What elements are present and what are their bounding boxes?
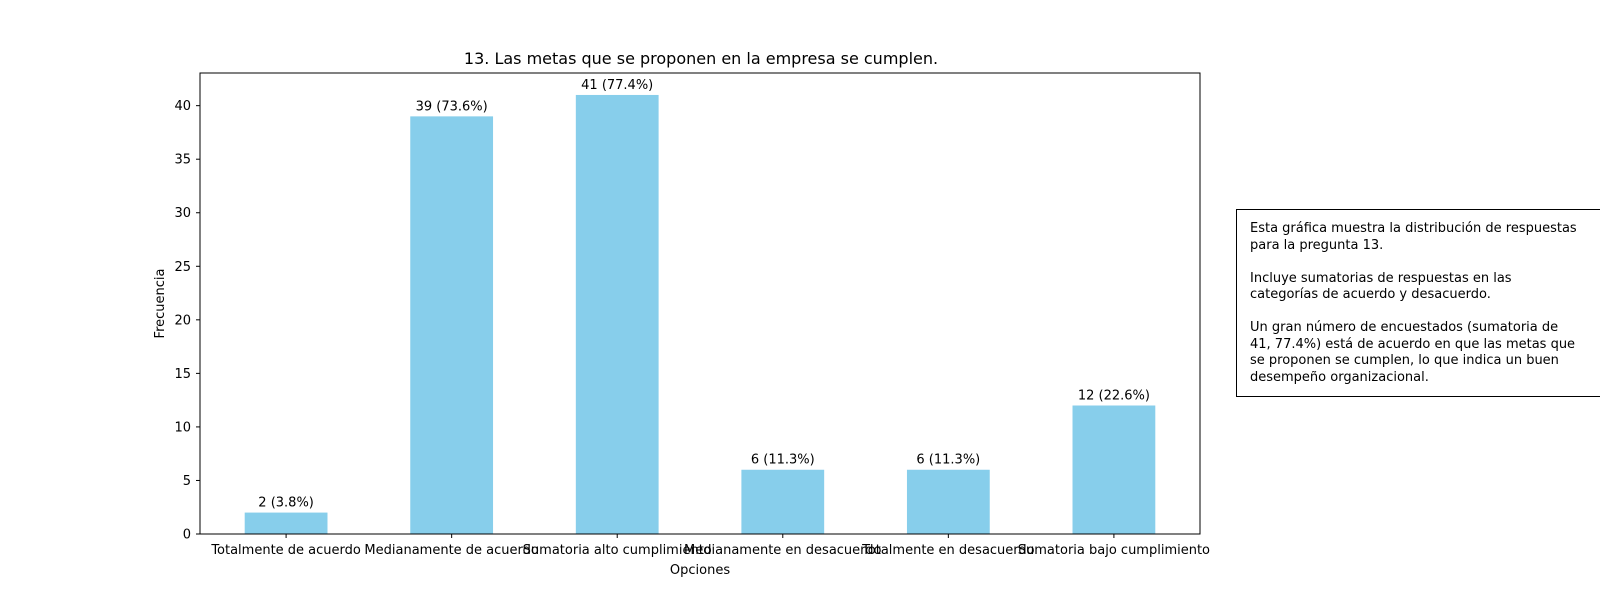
annotation-line: Incluye sumatorias de respuestas en las bbox=[1250, 270, 1512, 286]
bar bbox=[244, 512, 328, 534]
annotation-line: 41, 77.4%) está de acuerdo en que las me… bbox=[1250, 336, 1576, 352]
plot-frame bbox=[199, 72, 1201, 535]
y-tick-label: 0 bbox=[183, 528, 191, 543]
annotation-line: para la pregunta 13. bbox=[1250, 237, 1384, 253]
y-tick-label: 15 bbox=[174, 367, 191, 382]
annotation-line: Esta gráfica muestra la distribución de … bbox=[1250, 221, 1577, 236]
x-tick-label: Medianamente en desacuerdo bbox=[684, 543, 881, 558]
y-tick-label: 35 bbox=[174, 153, 191, 168]
bar-data-label: 6 (11.3%) bbox=[916, 453, 980, 468]
x-axis-label: Opciones bbox=[670, 563, 730, 578]
bar bbox=[410, 116, 494, 535]
annotation-box: Esta gráfica muestra la distribución de … bbox=[1236, 209, 1600, 397]
x-tick-label: Totalmente en desacuerdo bbox=[861, 543, 1035, 558]
y-tick-label: 10 bbox=[174, 420, 191, 435]
x-tick-label: Medianamente de acuerdo bbox=[364, 543, 538, 558]
x-tick-label: Sumatoria alto cumplimiento bbox=[523, 543, 712, 558]
bar bbox=[1072, 405, 1156, 534]
x-tick-label: Totalmente de acuerdo bbox=[210, 543, 361, 558]
x-tick-label: Sumatoria bajo cumplimiento bbox=[1018, 543, 1210, 558]
bar bbox=[575, 94, 659, 534]
annotation-line: desempeño organizacional. bbox=[1250, 369, 1429, 385]
chart-title: 13. Las metas que se proponen en la empr… bbox=[464, 49, 938, 68]
y-tick-label: 25 bbox=[174, 260, 191, 275]
bar bbox=[741, 469, 825, 534]
y-tick-label: 40 bbox=[174, 99, 191, 114]
y-tick-label: 20 bbox=[174, 313, 191, 328]
annotation-paragraph: Esta gráfica muestra la distribución de … bbox=[1250, 221, 1600, 254]
y-tick-label: 5 bbox=[183, 474, 191, 489]
bar-data-label: 39 (73.6%) bbox=[416, 99, 488, 114]
bar-data-label: 6 (11.3%) bbox=[751, 453, 815, 468]
y-axis-label: Frecuencia bbox=[153, 269, 168, 339]
annotation-paragraph: Un gran número de encuestados (sumatoria… bbox=[1250, 320, 1600, 386]
annotation-paragraph: Incluye sumatorias de respuestas en las c… bbox=[1250, 271, 1600, 304]
annotation-line: se proponen se cumplen, lo que indica un… bbox=[1250, 353, 1559, 368]
bar bbox=[906, 469, 990, 534]
bar-data-label: 41 (77.4%) bbox=[581, 78, 653, 93]
bar-data-label: 12 (22.6%) bbox=[1078, 388, 1150, 403]
annotation-line: Un gran número de encuestados (sumatoria… bbox=[1250, 320, 1559, 335]
bar-data-label: 2 (3.8%) bbox=[258, 496, 314, 511]
y-tick-label: 30 bbox=[174, 206, 191, 221]
annotation-line: categorías de acuerdo y desacuerdo. bbox=[1250, 287, 1491, 302]
